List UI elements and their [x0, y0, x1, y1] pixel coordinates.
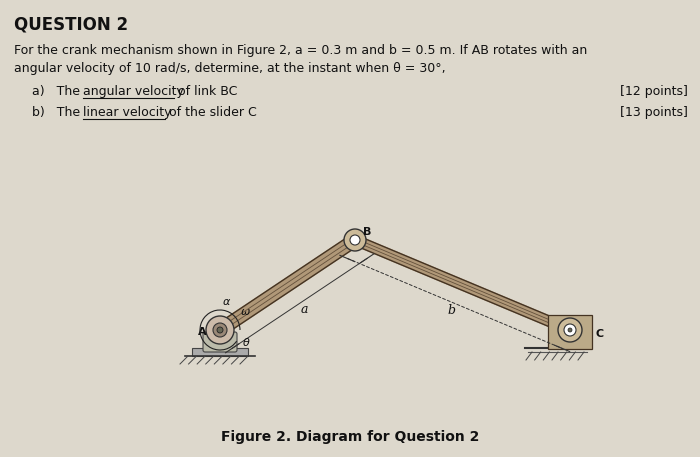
Circle shape — [213, 323, 227, 337]
Text: $\theta$: $\theta$ — [242, 336, 251, 348]
Text: linear velocity: linear velocity — [83, 106, 172, 119]
Circle shape — [217, 327, 223, 333]
Polygon shape — [353, 235, 572, 335]
Text: For the crank mechanism shown in Figure 2, a = 0.3 m and b = 0.5 m. If AB rotate: For the crank mechanism shown in Figure … — [14, 44, 587, 57]
Bar — [548, 315, 592, 349]
Text: $\omega$: $\omega$ — [240, 307, 251, 317]
Polygon shape — [216, 234, 358, 335]
FancyBboxPatch shape — [203, 332, 237, 352]
Text: $\alpha$: $\alpha$ — [222, 297, 231, 307]
Circle shape — [564, 324, 576, 336]
Text: B: B — [363, 227, 372, 237]
Circle shape — [568, 328, 572, 332]
Circle shape — [344, 229, 366, 251]
Text: a)   The: a) The — [32, 85, 84, 98]
Text: of the slider C: of the slider C — [165, 106, 257, 119]
Circle shape — [350, 235, 360, 245]
Bar — [192, 348, 248, 356]
Text: angular velocity of 10 rad/s, determine, at the instant when θ = 30°,: angular velocity of 10 rad/s, determine,… — [14, 62, 446, 75]
Text: of link BC: of link BC — [174, 85, 237, 98]
Circle shape — [206, 316, 234, 344]
Text: C: C — [595, 329, 603, 339]
Text: b)   The: b) The — [32, 106, 84, 119]
Text: QUESTION 2: QUESTION 2 — [14, 16, 128, 34]
Text: b: b — [448, 304, 456, 317]
Text: [12 points]: [12 points] — [620, 85, 688, 98]
Text: A: A — [198, 327, 206, 337]
Text: [13 points]: [13 points] — [620, 106, 688, 119]
Text: Figure 2. Diagram for Question 2: Figure 2. Diagram for Question 2 — [220, 430, 480, 444]
Text: angular velocity: angular velocity — [83, 85, 184, 98]
Text: a: a — [300, 303, 308, 316]
Circle shape — [558, 318, 582, 342]
